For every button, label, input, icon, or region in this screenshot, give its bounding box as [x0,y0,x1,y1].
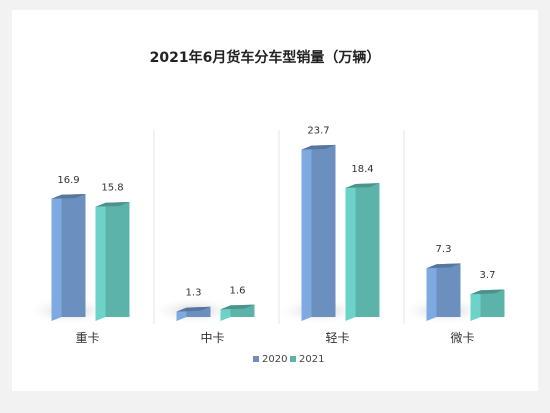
data-label: 7.3 [436,244,452,255]
legend: 2020 2021 [253,354,324,365]
data-label: 1.3 [186,288,202,299]
data-label: 1.6 [230,285,246,296]
category-label: 轻卡 [325,331,349,345]
category-label: 微卡 [450,331,474,345]
data-label: 18.4 [351,164,373,175]
bar-side [345,183,356,321]
bar-chart: 2021年6月货车分车型销量（万辆） 16.9 15.8 重卡 1.3 1.6 中卡 23.… [25,49,505,365]
data-label: 23.7 [307,126,329,137]
bar-top [345,183,380,188]
chart-title: 2021年6月货车分车型销量（万辆） [150,49,381,66]
legend-swatch [290,356,296,362]
bar-top [301,144,336,150]
legend-entry: 2020 [262,354,287,365]
bar-side [301,145,312,321]
category-label: 中卡 [200,330,224,345]
bar-side [51,194,62,321]
legend-entry: 2021 [299,354,324,365]
bar-top [51,193,86,199]
bar-side [470,290,481,321]
category-label: 重卡 [75,331,99,345]
bar-side [426,264,437,321]
bar-重卡-2021 [105,201,130,317]
bar-重卡-2020 [61,193,86,317]
bar-side [95,202,106,321]
bar-微卡-2020 [436,263,461,317]
bar-top [426,263,461,269]
bar-top [470,289,505,295]
legend-swatch [253,356,259,362]
bar-top [176,306,211,312]
bar-top [95,201,130,207]
bar-轻卡-2020 [311,144,336,317]
bar-轻卡-2021 [355,183,380,317]
plot-area: 16.9 15.8 重卡 1.3 1.6 中卡 23.7 18.4 轻卡 7.3 3.7 微卡 [25,126,505,345]
bar-top [220,304,255,310]
bar-微卡-2021 [480,289,505,317]
chart-frame: 2021年6月货车分车型销量（万辆） 16.9 15.8 重卡 1.3 1.6 中卡 23.… [12,10,538,391]
data-label: 3.7 [480,270,496,281]
data-label: 15.8 [101,183,123,194]
data-label: 16.9 [57,175,79,186]
